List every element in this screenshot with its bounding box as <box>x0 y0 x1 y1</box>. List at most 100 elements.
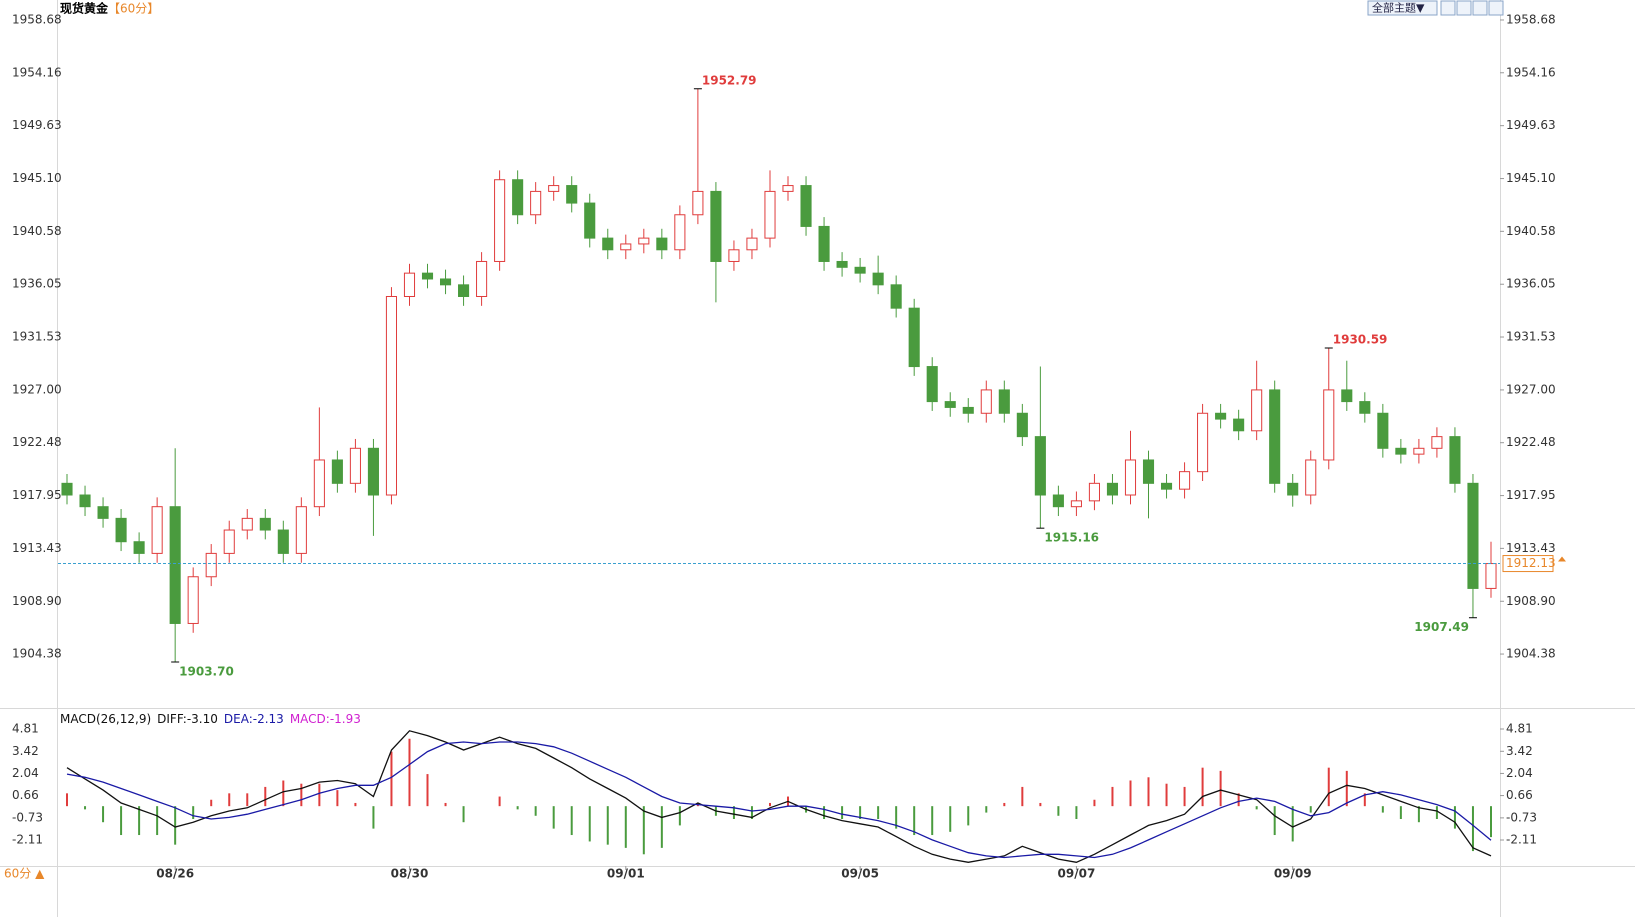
x-tick-label: 09/01 <box>607 867 645 881</box>
y-tick-label: 1931.53 <box>1506 330 1556 344</box>
y-tick-label: 1954.16 <box>1506 65 1556 79</box>
y-tick-label: 1931.53 <box>12 330 62 344</box>
candle-body <box>530 190 542 216</box>
y-tick-label: 1913.43 <box>1506 541 1556 555</box>
candle-body <box>1106 482 1119 496</box>
y-tick-label: 1927.00 <box>1506 382 1556 396</box>
candle-body <box>79 494 91 508</box>
candle-body <box>1016 412 1028 438</box>
macd-line <box>66 730 1492 863</box>
candle-body <box>1034 436 1046 496</box>
footer-period[interactable]: 60分 ▲ <box>4 867 45 881</box>
candle-body <box>97 506 109 519</box>
candle-body <box>800 185 812 227</box>
candle-body <box>61 482 73 496</box>
candle-body <box>872 272 884 286</box>
extreme-label: 1915.16 <box>1044 531 1099 545</box>
y-tick-label: 4.81 <box>12 722 39 736</box>
candle-body <box>1467 482 1479 589</box>
y-tick-label: -2.11 <box>1506 833 1537 847</box>
candle-body <box>548 185 560 192</box>
candle-body <box>1449 436 1461 484</box>
candle-body <box>241 517 253 531</box>
y-tick-label: 2.04 <box>1506 766 1533 780</box>
y-tick-label: 1958.68 <box>1506 12 1556 26</box>
candle-body <box>566 185 578 204</box>
candle-body <box>836 260 848 268</box>
candle-body <box>926 366 938 403</box>
candle-body <box>512 179 524 216</box>
candle-body <box>169 506 181 624</box>
candle-body <box>1160 482 1173 490</box>
theme-button-text[interactable]: 全部主题▼ <box>1372 1 1425 15</box>
candle-body <box>962 406 974 414</box>
y-tick-label: 2.04 <box>12 766 39 780</box>
candle-body <box>1197 412 1209 473</box>
candle-body <box>313 459 325 508</box>
y-tick-label: 1908.90 <box>12 594 62 608</box>
candle-body <box>1413 447 1425 455</box>
tool-icons[interactable] <box>1440 0 1504 16</box>
icon-button[interactable] <box>1456 0 1472 16</box>
candle-body <box>674 214 686 251</box>
icon-button[interactable] <box>1440 0 1456 16</box>
icon-button[interactable] <box>1472 0 1488 16</box>
candle-body <box>1359 401 1371 414</box>
candle-body <box>854 266 866 274</box>
legend-entry: MACD:-1.93 <box>290 712 361 726</box>
candle-body <box>1323 389 1335 461</box>
y-tick-label: 1945.10 <box>12 171 62 185</box>
y-tick-label: 1949.63 <box>12 118 62 132</box>
extreme-label: 1930.59 <box>1333 332 1388 346</box>
candle-body <box>692 190 704 216</box>
candle-body <box>115 517 127 543</box>
candle-body <box>1395 447 1407 455</box>
candle-body <box>746 237 758 251</box>
candle-body <box>1251 389 1263 432</box>
theme-button[interactable] <box>1367 0 1438 16</box>
candle-body <box>1052 494 1064 508</box>
y-tick-label: 1954.16 <box>12 65 62 79</box>
extreme-label: 1903.70 <box>179 664 234 678</box>
y-tick-label: 1922.48 <box>1506 435 1556 449</box>
candle-body <box>403 272 416 297</box>
y-tick-label: 1936.05 <box>1506 277 1556 291</box>
extreme-label: 1952.79 <box>702 73 757 87</box>
y-tick-label: 3.42 <box>1506 744 1533 758</box>
icon-button[interactable] <box>1488 0 1504 16</box>
x-tick-label: 09/05 <box>841 867 879 881</box>
candle-body <box>998 389 1010 414</box>
candle-body <box>764 190 776 239</box>
candle-body <box>1142 459 1155 484</box>
candle-body <box>1088 482 1100 502</box>
candle-body <box>818 225 830 262</box>
y-tick-label: 1940.58 <box>1506 224 1556 238</box>
x-tick-label: 08/30 <box>391 867 429 881</box>
y-tick-label: -0.73 <box>1506 810 1537 824</box>
legend-entry: DEA:-2.13 <box>224 712 284 726</box>
candle-body <box>638 237 650 245</box>
y-tick-label: 1917.95 <box>1506 488 1556 502</box>
x-tick-label: 09/07 <box>1058 867 1096 881</box>
candle-body <box>1124 459 1137 496</box>
candle-body <box>151 506 163 554</box>
y-tick-label: 1908.90 <box>1506 594 1556 608</box>
candle-body <box>890 284 902 309</box>
candle-body <box>458 284 470 297</box>
y-tick-label: 0.66 <box>12 788 39 802</box>
y-tick-label: 1904.38 <box>12 647 62 661</box>
candle-body <box>980 389 992 414</box>
y-tick-label: 1927.00 <box>12 382 62 396</box>
y-tick-label: -2.11 <box>12 833 43 847</box>
candle-body <box>1179 471 1191 490</box>
legend-entry: DIFF:-3.10 <box>157 712 218 726</box>
candle-body <box>656 237 668 251</box>
candle-body <box>1287 482 1299 496</box>
candle-body <box>187 576 199 624</box>
candle-body <box>728 249 740 262</box>
candle-body <box>133 541 145 554</box>
y-tick-label: 0.66 <box>1506 788 1533 802</box>
x-tick-label: 08/26 <box>156 867 194 881</box>
candle-body <box>349 447 361 484</box>
